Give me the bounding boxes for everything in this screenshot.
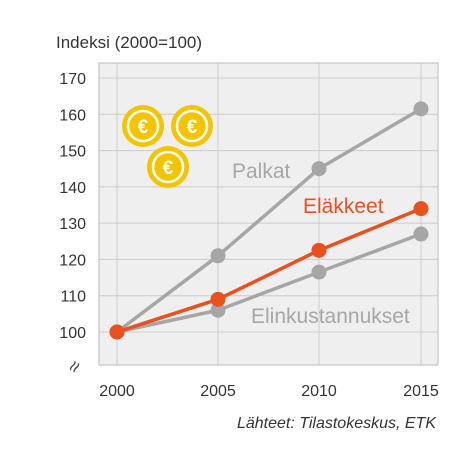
x-tick-label: 2015 bbox=[403, 383, 439, 400]
series-line bbox=[115, 107, 422, 334]
y-tick-label: 160 bbox=[59, 107, 86, 124]
y-tick-label: 150 bbox=[59, 144, 86, 161]
coin-rim bbox=[126, 109, 160, 143]
data-point bbox=[413, 226, 429, 242]
coin-euro-symbol: € bbox=[138, 117, 149, 138]
plot-border bbox=[98, 62, 439, 366]
series-label: Elinkustannukset bbox=[251, 305, 410, 328]
x-tick-label: 2005 bbox=[200, 383, 236, 400]
source-caption: Lähteet: Tilastokeskus, ETK bbox=[237, 415, 437, 432]
y-tick-label: 120 bbox=[59, 252, 86, 269]
y-axis-title: Indeksi (2000=100) bbox=[56, 33, 202, 52]
labels-group: 100 110 120 130 140 150 160 170 2000 2005 2010 2015… bbox=[56, 33, 439, 432]
series-line bbox=[116, 207, 422, 334]
data-point bbox=[311, 264, 327, 280]
y-tick-label: 100 bbox=[59, 325, 86, 342]
euro-coin-icon: € bbox=[147, 146, 189, 188]
axis-break-symbol: ≈ bbox=[63, 357, 88, 378]
euro-coin-icon: € bbox=[171, 105, 213, 147]
x-tick-label: 2000 bbox=[99, 383, 135, 400]
data-point bbox=[210, 302, 226, 318]
series-line bbox=[116, 232, 422, 334]
series-label: Palkat bbox=[232, 160, 291, 183]
series-group bbox=[109, 101, 429, 340]
coin-rim bbox=[151, 150, 185, 184]
data-point bbox=[413, 101, 429, 117]
euro-coins: € € € bbox=[122, 105, 213, 188]
data-point bbox=[210, 248, 226, 264]
x-tick-label: 2010 bbox=[301, 383, 337, 400]
data-point bbox=[413, 201, 429, 217]
series-el-kkeet bbox=[109, 201, 429, 340]
data-point bbox=[109, 324, 125, 340]
y-tick-label: 130 bbox=[59, 216, 86, 233]
data-point bbox=[210, 291, 226, 307]
data-point bbox=[311, 242, 327, 258]
series-label: Eläkkeet bbox=[303, 195, 384, 218]
coin-euro-symbol: € bbox=[187, 117, 198, 138]
coin-rim bbox=[175, 109, 209, 143]
y-tick-label: 110 bbox=[60, 289, 86, 306]
euro-coin-icon: € bbox=[122, 105, 164, 147]
coin-euro-symbol: € bbox=[163, 158, 174, 179]
y-tick-label: 140 bbox=[59, 180, 86, 197]
data-point bbox=[311, 161, 327, 177]
y-tick-label: 170 bbox=[59, 71, 86, 88]
